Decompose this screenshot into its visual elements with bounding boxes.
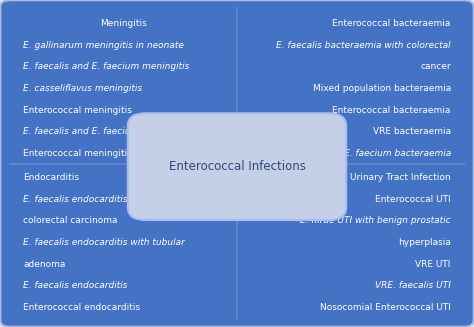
Text: E. faecium bacteraemia: E. faecium bacteraemia [344,149,451,158]
Text: VRE. faecalis UTI: VRE. faecalis UTI [375,281,451,290]
Text: Enterococcal meningitis: Enterococcal meningitis [23,149,132,158]
Text: E. faecalis endocarditis with tubular: E. faecalis endocarditis with tubular [23,238,185,247]
Text: E. faecalis bacteraemia with colorectal: E. faecalis bacteraemia with colorectal [276,41,451,50]
Text: Urinary Tract Infection: Urinary Tract Infection [350,173,451,182]
Text: Nosocomial Enterococcal UTI: Nosocomial Enterococcal UTI [320,303,451,312]
Text: E. faecalis and E. faecium meningitis: E. faecalis and E. faecium meningitis [23,128,190,136]
Text: E. gallinarum meningitis in neonate: E. gallinarum meningitis in neonate [23,41,184,50]
Text: Endocarditis: Endocarditis [23,173,79,182]
Text: Enterococcal endocarditis: Enterococcal endocarditis [23,303,140,312]
Text: cancer: cancer [420,62,451,71]
Text: Mixed population bacteraemia: Mixed population bacteraemia [313,84,451,93]
Text: hyperplasia: hyperplasia [398,238,451,247]
FancyBboxPatch shape [128,113,346,220]
Text: Enterococcal bacteraemia: Enterococcal bacteraemia [332,19,451,28]
Text: VRE bacteraemia: VRE bacteraemia [373,128,451,136]
Text: Enterococcal meningitis: Enterococcal meningitis [23,106,132,115]
Text: E. faecalis and E. faecium meningitis: E. faecalis and E. faecium meningitis [23,62,190,71]
Text: E. casseliflavus meningitis: E. casseliflavus meningitis [23,84,142,93]
Text: adenoma: adenoma [23,260,65,268]
Text: colorectal carcinoma: colorectal carcinoma [23,216,118,225]
Text: VRE UTI: VRE UTI [416,260,451,268]
Text: E. faecalis endocarditis: E. faecalis endocarditis [23,281,128,290]
Text: E. faecalis endocarditis with: E. faecalis endocarditis with [23,195,150,204]
Text: Meningitis: Meningitis [100,19,146,28]
Text: Enterococcal Infections: Enterococcal Infections [169,160,305,173]
Text: Enterococcal bacteraemia: Enterococcal bacteraemia [332,106,451,115]
Text: Enterococcal UTI: Enterococcal UTI [375,195,451,204]
Text: E. hirae UTI with benign prostatic: E. hirae UTI with benign prostatic [300,216,451,225]
